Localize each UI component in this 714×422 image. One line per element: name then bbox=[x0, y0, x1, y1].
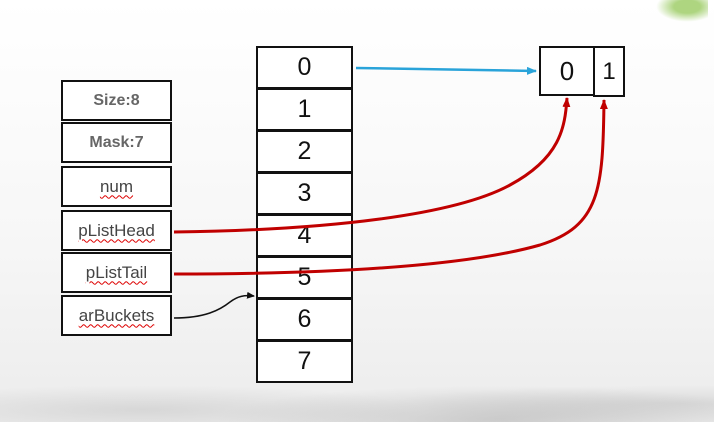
bucket-2: 2 bbox=[256, 130, 353, 173]
field-plisttail-label: pListTail bbox=[85, 262, 148, 282]
bucket-3-index: 3 bbox=[297, 179, 312, 207]
bucket-0: 0 bbox=[256, 46, 353, 89]
plisttail-to-node-arrow bbox=[173, 99, 608, 276]
bucket-4-index: 4 bbox=[297, 221, 312, 249]
field-arbuckets-label: arBuckets bbox=[78, 305, 155, 325]
node-cell-first-value: 0 bbox=[559, 55, 575, 86]
bucket-6-index: 6 bbox=[297, 305, 312, 333]
bucket-7: 7 bbox=[256, 340, 353, 383]
field-arbuckets: arBuckets bbox=[61, 295, 172, 336]
plisthead-to-node-arrow bbox=[173, 97, 571, 234]
field-size-label: Size:8 bbox=[93, 91, 140, 109]
bucket-5: 5 bbox=[256, 256, 353, 299]
decorative-leaf-graphic bbox=[656, 0, 708, 22]
bucket-0-index: 0 bbox=[297, 53, 312, 81]
bucket-1: 1 bbox=[256, 88, 353, 131]
field-num: num bbox=[61, 166, 172, 207]
field-size: Size:8 bbox=[61, 80, 172, 121]
arbuckets-to-bucket-array-arrow bbox=[173, 291, 255, 319]
bucket-2-index: 2 bbox=[297, 137, 312, 165]
field-mask-label: Mask:7 bbox=[89, 133, 144, 151]
bucket-3: 3 bbox=[256, 172, 353, 215]
node-cell-first: 0 bbox=[539, 46, 595, 96]
bucket-4: 4 bbox=[256, 214, 353, 257]
bucket-6: 6 bbox=[256, 298, 353, 341]
field-mask: Mask:7 bbox=[61, 122, 172, 163]
field-num-label: num bbox=[99, 176, 134, 196]
background-texture bbox=[0, 360, 714, 422]
node-cell-second: 1 bbox=[593, 46, 625, 97]
field-plisttail: pListTail bbox=[61, 252, 172, 293]
field-plisthead-label: pListHead bbox=[78, 220, 155, 240]
bucket-1-index: 1 bbox=[297, 95, 312, 123]
bucket-7-index: 7 bbox=[297, 347, 312, 375]
bucket-5-index: 5 bbox=[297, 263, 312, 291]
node-cell-second-value: 1 bbox=[602, 57, 616, 85]
field-plisthead: pListHead bbox=[61, 210, 172, 251]
bucket-0-to-node-arrow bbox=[355, 66, 537, 75]
